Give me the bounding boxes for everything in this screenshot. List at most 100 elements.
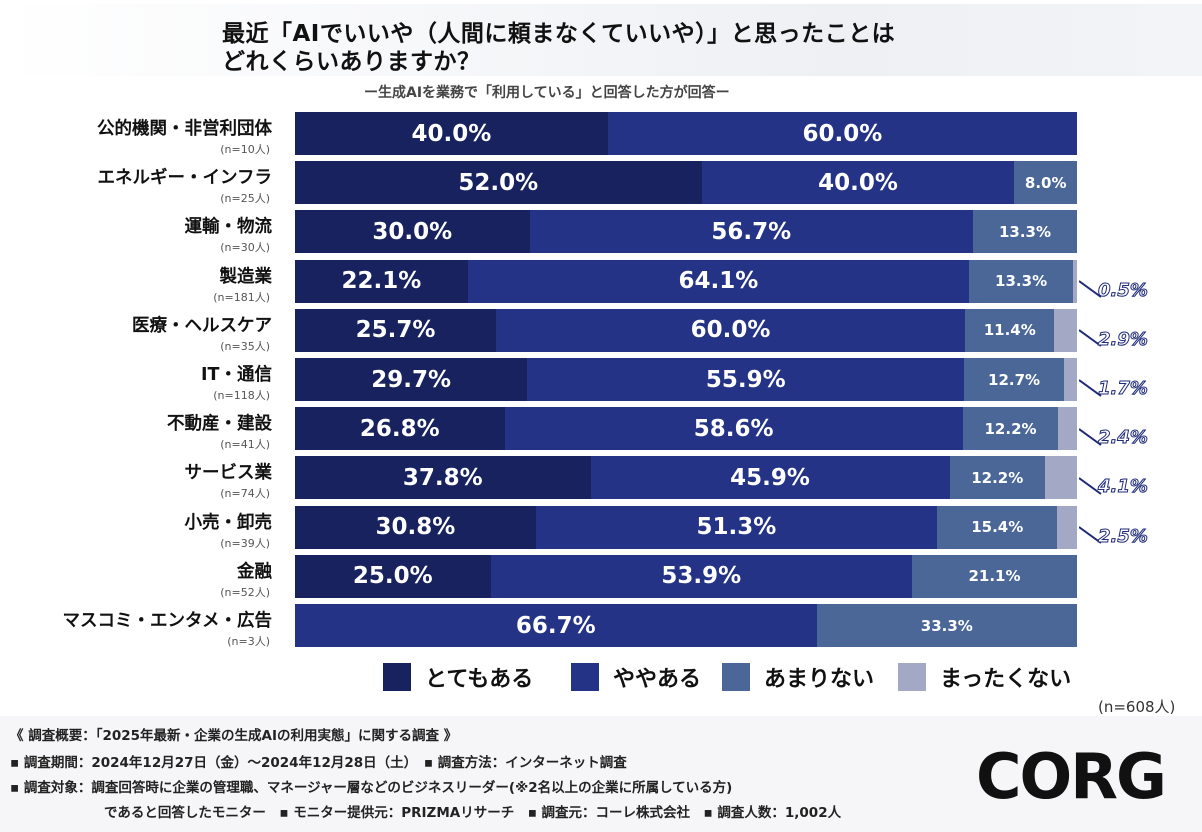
category-n-label: (n=52人) xyxy=(220,585,270,599)
category-label: 医療・ヘルスケア xyxy=(132,315,272,336)
value-label: 11.4% xyxy=(983,321,1036,340)
category-label: 小売・卸売 xyxy=(184,512,273,533)
value-label: 33.3% xyxy=(920,616,973,635)
bar-segment xyxy=(295,407,505,451)
value-label: 30.0% xyxy=(372,218,453,245)
footer-line3: ▪ 調査対象：調査回答時に企業の管理職、マネージャー層などのビジネスリーダー(※… xyxy=(10,780,733,796)
bar-segment xyxy=(295,161,702,205)
bar-segment xyxy=(816,604,1077,647)
bar-segment xyxy=(495,308,966,352)
chart-title-line1: 最近「AIでいいや（人間に頼まなくていいや）」と思ったことは xyxy=(222,21,896,47)
category-label: IT・通信 xyxy=(201,365,272,385)
bar-segment xyxy=(590,456,950,500)
value-label: 40.0% xyxy=(818,169,898,196)
value-label: 13.3% xyxy=(995,272,1048,291)
category-label: 金融 xyxy=(237,561,272,582)
value-label-outside: 2.9% xyxy=(1098,328,1149,350)
bar-segment xyxy=(1044,456,1077,500)
value-label: 64.1% xyxy=(678,268,759,295)
bar-segment xyxy=(1054,308,1077,352)
category-label: 公的機関・非営利団体 xyxy=(97,119,272,139)
bar-segment xyxy=(964,358,1064,401)
legend-label-not-much: あまりない xyxy=(764,667,875,692)
bar-segment xyxy=(1057,505,1077,549)
bar-segment xyxy=(504,407,963,451)
category-n-label: (n=74人) xyxy=(220,487,270,501)
category-n-label: (n=41人) xyxy=(220,438,270,452)
category-n-label: (n=25人) xyxy=(220,192,270,206)
bar-segment xyxy=(490,554,912,598)
value-label: 52.0% xyxy=(458,169,539,196)
value-label: 26.8% xyxy=(359,415,440,442)
value-label-outside: 0.5% xyxy=(1098,279,1149,301)
legend-label-somewhat: ややある xyxy=(613,667,702,692)
category-n-label: (n=181人) xyxy=(213,290,270,304)
value-label-outside: 2.4% xyxy=(1098,427,1149,449)
value-label: 40.0% xyxy=(411,120,492,147)
value-label: 53.9% xyxy=(661,563,742,590)
value-label: 25.0% xyxy=(352,563,433,590)
bar-segment xyxy=(1073,259,1077,303)
bar-segment xyxy=(295,308,496,352)
value-label: 22.1% xyxy=(341,268,422,295)
legend-swatch-none xyxy=(898,663,926,691)
category-label: 不動産・建設 xyxy=(167,414,272,435)
leader-line xyxy=(1079,280,1102,298)
bar-segment xyxy=(949,456,1045,500)
total-sample-size: (n=608人) xyxy=(1098,698,1176,716)
footer-line1: 《 調査概要：「2025年最新・企業の生成AIの利用実態」に関する調査 》 xyxy=(10,728,458,744)
bar-segment xyxy=(969,259,1074,303)
bar-segment xyxy=(527,358,965,401)
category-n-label: (n=30人) xyxy=(220,241,270,255)
bar-segment xyxy=(607,112,1077,155)
bar-segment xyxy=(295,505,536,549)
legend-swatch-not-much xyxy=(722,663,750,691)
value-label: 56.7% xyxy=(711,218,792,245)
legend-label-very: とてもある xyxy=(425,667,534,692)
value-label-outside: 4.1% xyxy=(1098,476,1149,498)
value-label: 66.7% xyxy=(515,612,596,639)
legend-swatch-somewhat xyxy=(571,663,599,691)
leader-line xyxy=(1079,378,1102,397)
legend-label-none: まったくない xyxy=(940,667,1072,692)
legend-item-none: まったくない xyxy=(898,662,1071,692)
value-label: 60.0% xyxy=(802,120,883,147)
bar-segment xyxy=(295,456,591,500)
bar-segment xyxy=(701,161,1015,205)
bar-segment xyxy=(535,505,937,549)
bar-segment xyxy=(467,259,970,303)
value-label: 12.2% xyxy=(971,468,1024,487)
value-label: 21.1% xyxy=(968,567,1021,586)
bar-segment xyxy=(1058,407,1077,451)
chart-subtitle: ー生成AIを業務で「利用している」と回答した方が回答ー xyxy=(364,85,730,101)
category-label: エネルギー・インフラ xyxy=(97,168,272,189)
legend-item-not-much: あまりない xyxy=(722,662,874,692)
title-banner xyxy=(0,4,1202,76)
value-label: 12.2% xyxy=(984,419,1037,438)
value-label: 8.0% xyxy=(1024,173,1067,192)
value-label: 25.7% xyxy=(355,317,436,344)
bar-segment xyxy=(1063,358,1077,401)
legend-swatch-very xyxy=(383,663,411,691)
bar-segment xyxy=(295,112,608,155)
value-label: 13.3% xyxy=(998,222,1052,241)
category-n-label: (n=35人) xyxy=(220,339,270,353)
bar-segment xyxy=(295,259,468,303)
value-label: 55.9% xyxy=(705,366,786,393)
bar-segment xyxy=(529,210,973,254)
bar-segment xyxy=(295,358,528,401)
leader-line xyxy=(1079,526,1102,544)
bar-segment xyxy=(965,308,1055,352)
leader-line xyxy=(1079,329,1102,348)
category-n-label: (n=118人) xyxy=(213,389,270,402)
category-label: 製造業 xyxy=(219,266,273,287)
leader-line xyxy=(1079,427,1102,446)
bar-segment xyxy=(295,604,817,647)
value-label: 15.4% xyxy=(971,518,1024,537)
bar-segment xyxy=(972,210,1077,254)
leader-line xyxy=(1079,477,1102,495)
bar-segment xyxy=(962,407,1059,451)
bar-segment xyxy=(295,210,530,254)
value-label-outside: 1.7% xyxy=(1098,378,1149,400)
chart-title-line2: どれくらいありますか？ xyxy=(222,49,481,75)
